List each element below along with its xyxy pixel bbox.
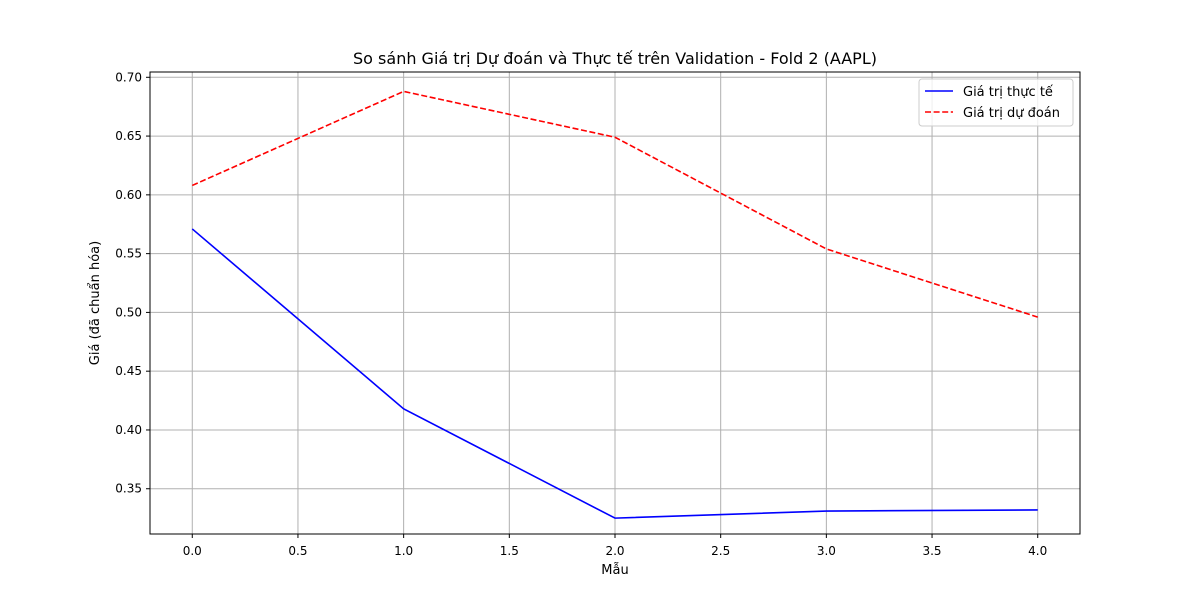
x-tick-label: 2.0 (605, 544, 624, 558)
legend-box (918, 78, 1074, 127)
y-tick-label: 0.35 (115, 482, 142, 496)
x-tick-label: 4.0 (1028, 544, 1047, 558)
y-tick-label: 0.65 (115, 129, 142, 143)
y-tick-label: 0.45 (115, 364, 142, 378)
ticks: 0.0 0.5 1.0 1.5 2.0 2.5 3.0 3.5 4.0 0.35 0.40 0.45 0… (115, 70, 1047, 558)
chart-title: So sánh Giá trị Dự đoán và Thực tế trên … (353, 49, 877, 68)
legend: Giá trị thực tế Giá trị dự đoán (918, 78, 1074, 127)
legend-label: Giá trị dự đoán (963, 106, 1060, 121)
x-tick-label: 0.5 (288, 544, 307, 558)
x-tick-label: 1.5 (500, 544, 519, 558)
y-axis-label: Giá (đã chuẩn hóa) (88, 241, 103, 365)
series-group (191, 90, 1038, 519)
y-tick-label: 0.50 (115, 305, 142, 319)
x-tick-label: 1.0 (394, 544, 413, 558)
legend-label: Giá trị thực tế (963, 85, 1053, 100)
series-line-predicted (191, 90, 1038, 318)
series-line-actual (191, 228, 1038, 519)
x-tick-label: 2.5 (711, 544, 730, 558)
y-tick-label: 0.60 (115, 188, 142, 202)
x-tick-label: 0.0 (183, 544, 202, 558)
x-tick-label: 3.5 (922, 544, 941, 558)
y-tick-label: 0.40 (115, 423, 142, 437)
y-tick-label: 0.55 (115, 247, 142, 261)
x-axis-label: Mẫu (601, 563, 628, 578)
x-tick-label: 3.0 (817, 544, 836, 558)
y-tick-label: 0.70 (115, 70, 142, 84)
grid (150, 72, 1080, 534)
